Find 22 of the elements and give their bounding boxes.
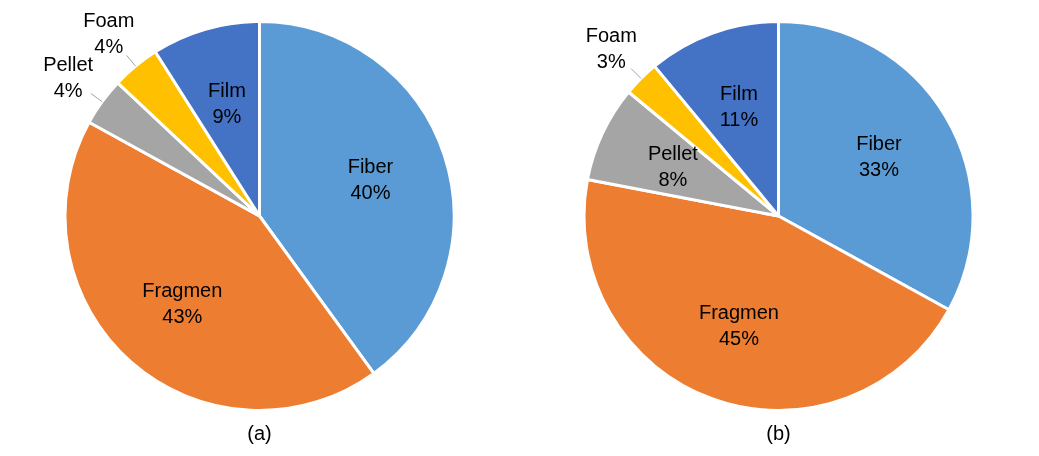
data-label: 33%: [858, 158, 900, 181]
text: (b): [766, 421, 791, 444]
slice-label: Pellet: [43, 52, 94, 75]
data-label: 4%: [94, 35, 124, 58]
slice-label: Film: [208, 79, 246, 102]
data-label: 11%: [719, 107, 759, 130]
data-label: 45%: [718, 327, 760, 350]
slice-label: Foam: [585, 24, 637, 47]
data-label: 43%: [162, 305, 203, 328]
text: (a): [247, 421, 272, 444]
data-label: 3%: [596, 50, 626, 73]
data-label: 9%: [212, 105, 242, 128]
slice-label: Fragmen: [698, 301, 779, 324]
slice-label: Fragmen: [142, 279, 223, 302]
data-label: 8%: [658, 167, 688, 190]
slice-label: Pellet: [647, 141, 699, 164]
data-label: 4%: [53, 78, 83, 101]
slice-label: Film: [720, 81, 758, 104]
slice-label: Fiber: [347, 155, 394, 178]
slice-label: Fiber: [856, 132, 903, 155]
data-label: 40%: [350, 181, 391, 204]
slice-label: Foam: [83, 9, 135, 32]
